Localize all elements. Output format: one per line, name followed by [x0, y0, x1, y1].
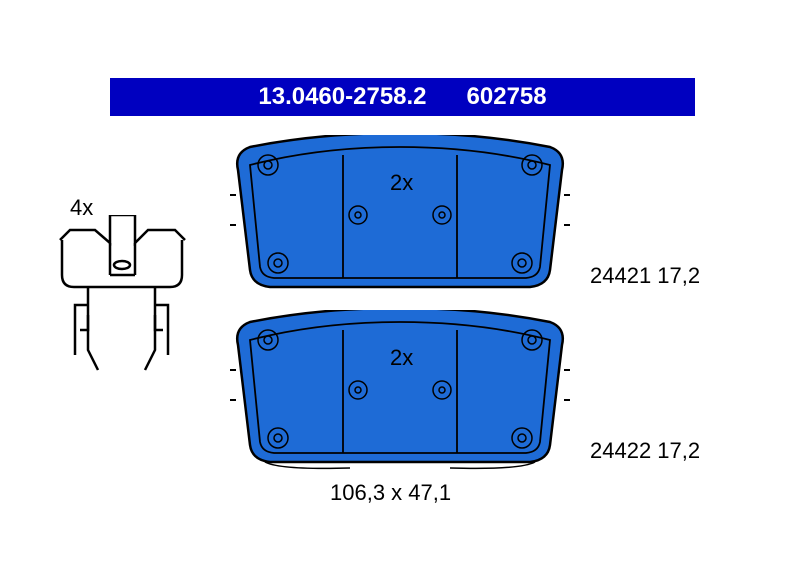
clip-icon: [40, 215, 200, 385]
dimension-label: 106,3 x 47,1: [330, 480, 451, 506]
part-number-alt: 602758: [467, 83, 547, 111]
brake-pad-top-icon: [230, 135, 570, 295]
part-number-main: 13.0460-2758.2: [258, 83, 426, 111]
part-spec-bottom: 24422 17,2: [590, 438, 700, 464]
header-bar: 13.0460-2758.2 602758: [110, 78, 695, 116]
brake-pad-top: [230, 135, 570, 295]
pad-top-count: 2x: [390, 170, 413, 196]
clip-count-label: 4x: [70, 195, 93, 221]
pad-bottom-count: 2x: [390, 345, 413, 371]
part-spec-top: 24421 17,2: [590, 263, 700, 289]
hardware-clip: [40, 215, 200, 390]
brake-pad-bottom-icon: [230, 310, 570, 475]
brake-pad-bottom: [230, 310, 570, 475]
